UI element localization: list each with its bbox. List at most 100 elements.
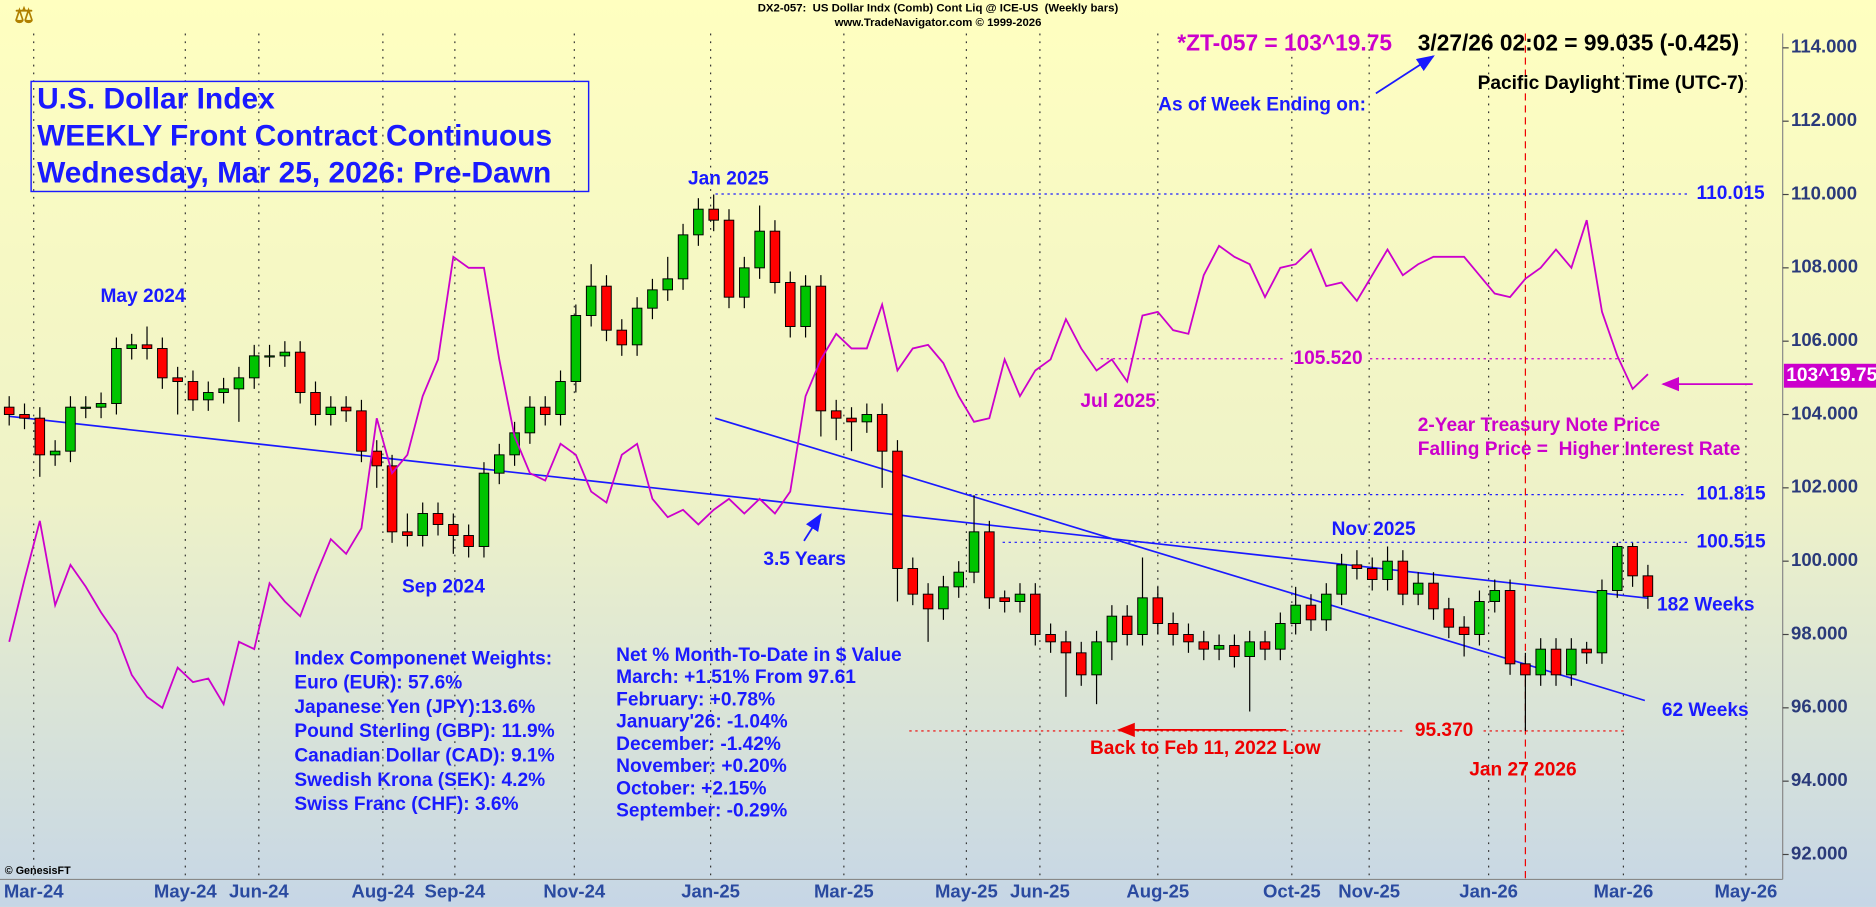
x-tick-label: May-25 xyxy=(935,880,998,901)
y-tick-label: 110.000 xyxy=(1791,182,1857,203)
candle-body xyxy=(693,208,704,236)
trendline xyxy=(9,415,1648,600)
candle-body xyxy=(1581,648,1592,654)
arrow xyxy=(803,513,822,542)
candle-body xyxy=(126,344,137,349)
candle-body xyxy=(784,282,796,327)
candle-body xyxy=(34,417,46,456)
y-tick-label: 94.000 xyxy=(1791,769,1848,790)
block-line: Swedish Krona (SEK): 4.2% xyxy=(294,770,545,791)
candle-body xyxy=(922,593,934,610)
x-tick-label: Mar-25 xyxy=(814,880,874,901)
annotation: As of Week Ending on: xyxy=(1158,94,1366,115)
candle-body xyxy=(1229,645,1240,657)
block-line: Pound Sterling (GBP): 11.9% xyxy=(294,721,554,742)
candle-body xyxy=(1198,641,1210,650)
x-tick-label: Oct-25 xyxy=(1263,880,1321,901)
candle-body xyxy=(417,513,428,536)
y-tick-label: 96.000 xyxy=(1791,696,1848,717)
candle-body xyxy=(1030,593,1041,635)
candle-body xyxy=(340,406,352,412)
candle-body xyxy=(1566,648,1577,676)
candle-body xyxy=(861,414,873,423)
level-label: 101.815 xyxy=(1697,484,1766,505)
candle-body xyxy=(294,351,306,393)
price-tag xyxy=(1783,363,1876,388)
candle-body xyxy=(1305,604,1317,621)
candle-body xyxy=(1060,641,1072,654)
block-line: March: +1.51% From 97.61 xyxy=(616,667,856,688)
y-tick-label: 92.000 xyxy=(1791,842,1848,863)
candle-body xyxy=(1091,641,1102,676)
x-tick-label: Mar-26 xyxy=(1594,880,1654,901)
candle-body xyxy=(356,410,367,452)
y-tick-label: 114.000 xyxy=(1791,36,1857,57)
candle-body xyxy=(1259,641,1271,650)
block-line: Canadian Dollar (CAD): 9.1% xyxy=(294,745,554,766)
level-label: 110.015 xyxy=(1697,183,1765,204)
price-tag-label: 103^19.75 xyxy=(1786,365,1876,386)
annotation: Nov 2025 xyxy=(1332,519,1416,540)
candle-body xyxy=(1275,623,1286,650)
x-tick-label: Jan-25 xyxy=(681,880,740,901)
candle-body xyxy=(1183,634,1194,643)
x-tick-label: Nov-25 xyxy=(1338,880,1400,901)
candle-body xyxy=(907,568,919,595)
candle-body xyxy=(402,531,413,536)
candle-body xyxy=(1167,623,1179,635)
candle-body xyxy=(524,406,536,434)
candle-body xyxy=(708,208,719,221)
level-label: 105.520 xyxy=(1293,348,1362,369)
x-tick-label: Jan-26 xyxy=(1459,880,1518,901)
candle-body xyxy=(448,524,459,536)
y-tick-label: 100.000 xyxy=(1791,549,1858,570)
x-tick-label: Jun-25 xyxy=(1010,880,1070,901)
block-line: February: +0.78% xyxy=(616,689,775,710)
title-box xyxy=(30,80,590,193)
x-tick-label: Aug-25 xyxy=(1126,880,1189,901)
annotation: *ZT-057 = 103^19.75 xyxy=(1177,29,1392,55)
annotation: Falling Price = Higher Interest Rate xyxy=(1418,439,1741,460)
x-tick-label: Aug-24 xyxy=(351,880,414,901)
candle-body xyxy=(555,381,566,415)
candle-body xyxy=(264,355,275,358)
y-tick-label: 106.000 xyxy=(1791,329,1858,350)
annotation: 62 Weeks xyxy=(1662,700,1749,721)
candle-body xyxy=(1412,582,1424,595)
logo-icon: ⚖ xyxy=(14,3,33,27)
candle-body xyxy=(984,531,995,599)
header-text: www.TradeNavigator.com © 1999-2026 xyxy=(834,17,1042,29)
header-text: DX2-057: US Dollar Indx (Comb) Cont Liq … xyxy=(758,2,1119,14)
candle-body xyxy=(19,414,30,419)
candle-body xyxy=(846,417,857,423)
candle-body xyxy=(172,377,183,382)
candle-body xyxy=(1520,663,1531,676)
candle-body xyxy=(371,450,383,467)
candle-body xyxy=(830,410,842,419)
candle-body xyxy=(723,219,735,298)
candle-body xyxy=(1290,604,1301,624)
candle-body xyxy=(1336,564,1347,595)
chart-title: WEEKLY Front Contract Continuous xyxy=(37,120,552,153)
candle-body xyxy=(1489,590,1501,602)
candle-body xyxy=(1474,601,1485,635)
candle-body xyxy=(218,388,229,393)
candle-body xyxy=(157,348,168,379)
candle-body xyxy=(769,230,781,283)
candle-body xyxy=(999,597,1010,602)
candle-body xyxy=(1504,590,1516,665)
candle-body xyxy=(494,454,505,474)
candle-body xyxy=(1075,652,1087,676)
candle-body xyxy=(938,586,949,610)
y-tick-label: 108.000 xyxy=(1791,256,1858,277)
arrow xyxy=(1375,55,1435,95)
candle-body xyxy=(1428,582,1439,610)
candle-body xyxy=(478,472,490,547)
candle-body xyxy=(1550,648,1562,676)
candle-body xyxy=(876,414,888,452)
candle-body xyxy=(3,406,15,415)
candle-body xyxy=(1535,648,1546,676)
candle-body xyxy=(279,351,291,357)
